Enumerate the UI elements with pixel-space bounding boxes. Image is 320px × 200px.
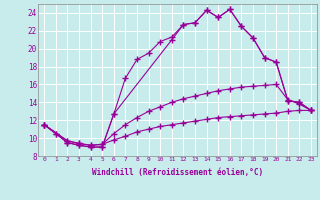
X-axis label: Windchill (Refroidissement éolien,°C): Windchill (Refroidissement éolien,°C) [92, 168, 263, 177]
